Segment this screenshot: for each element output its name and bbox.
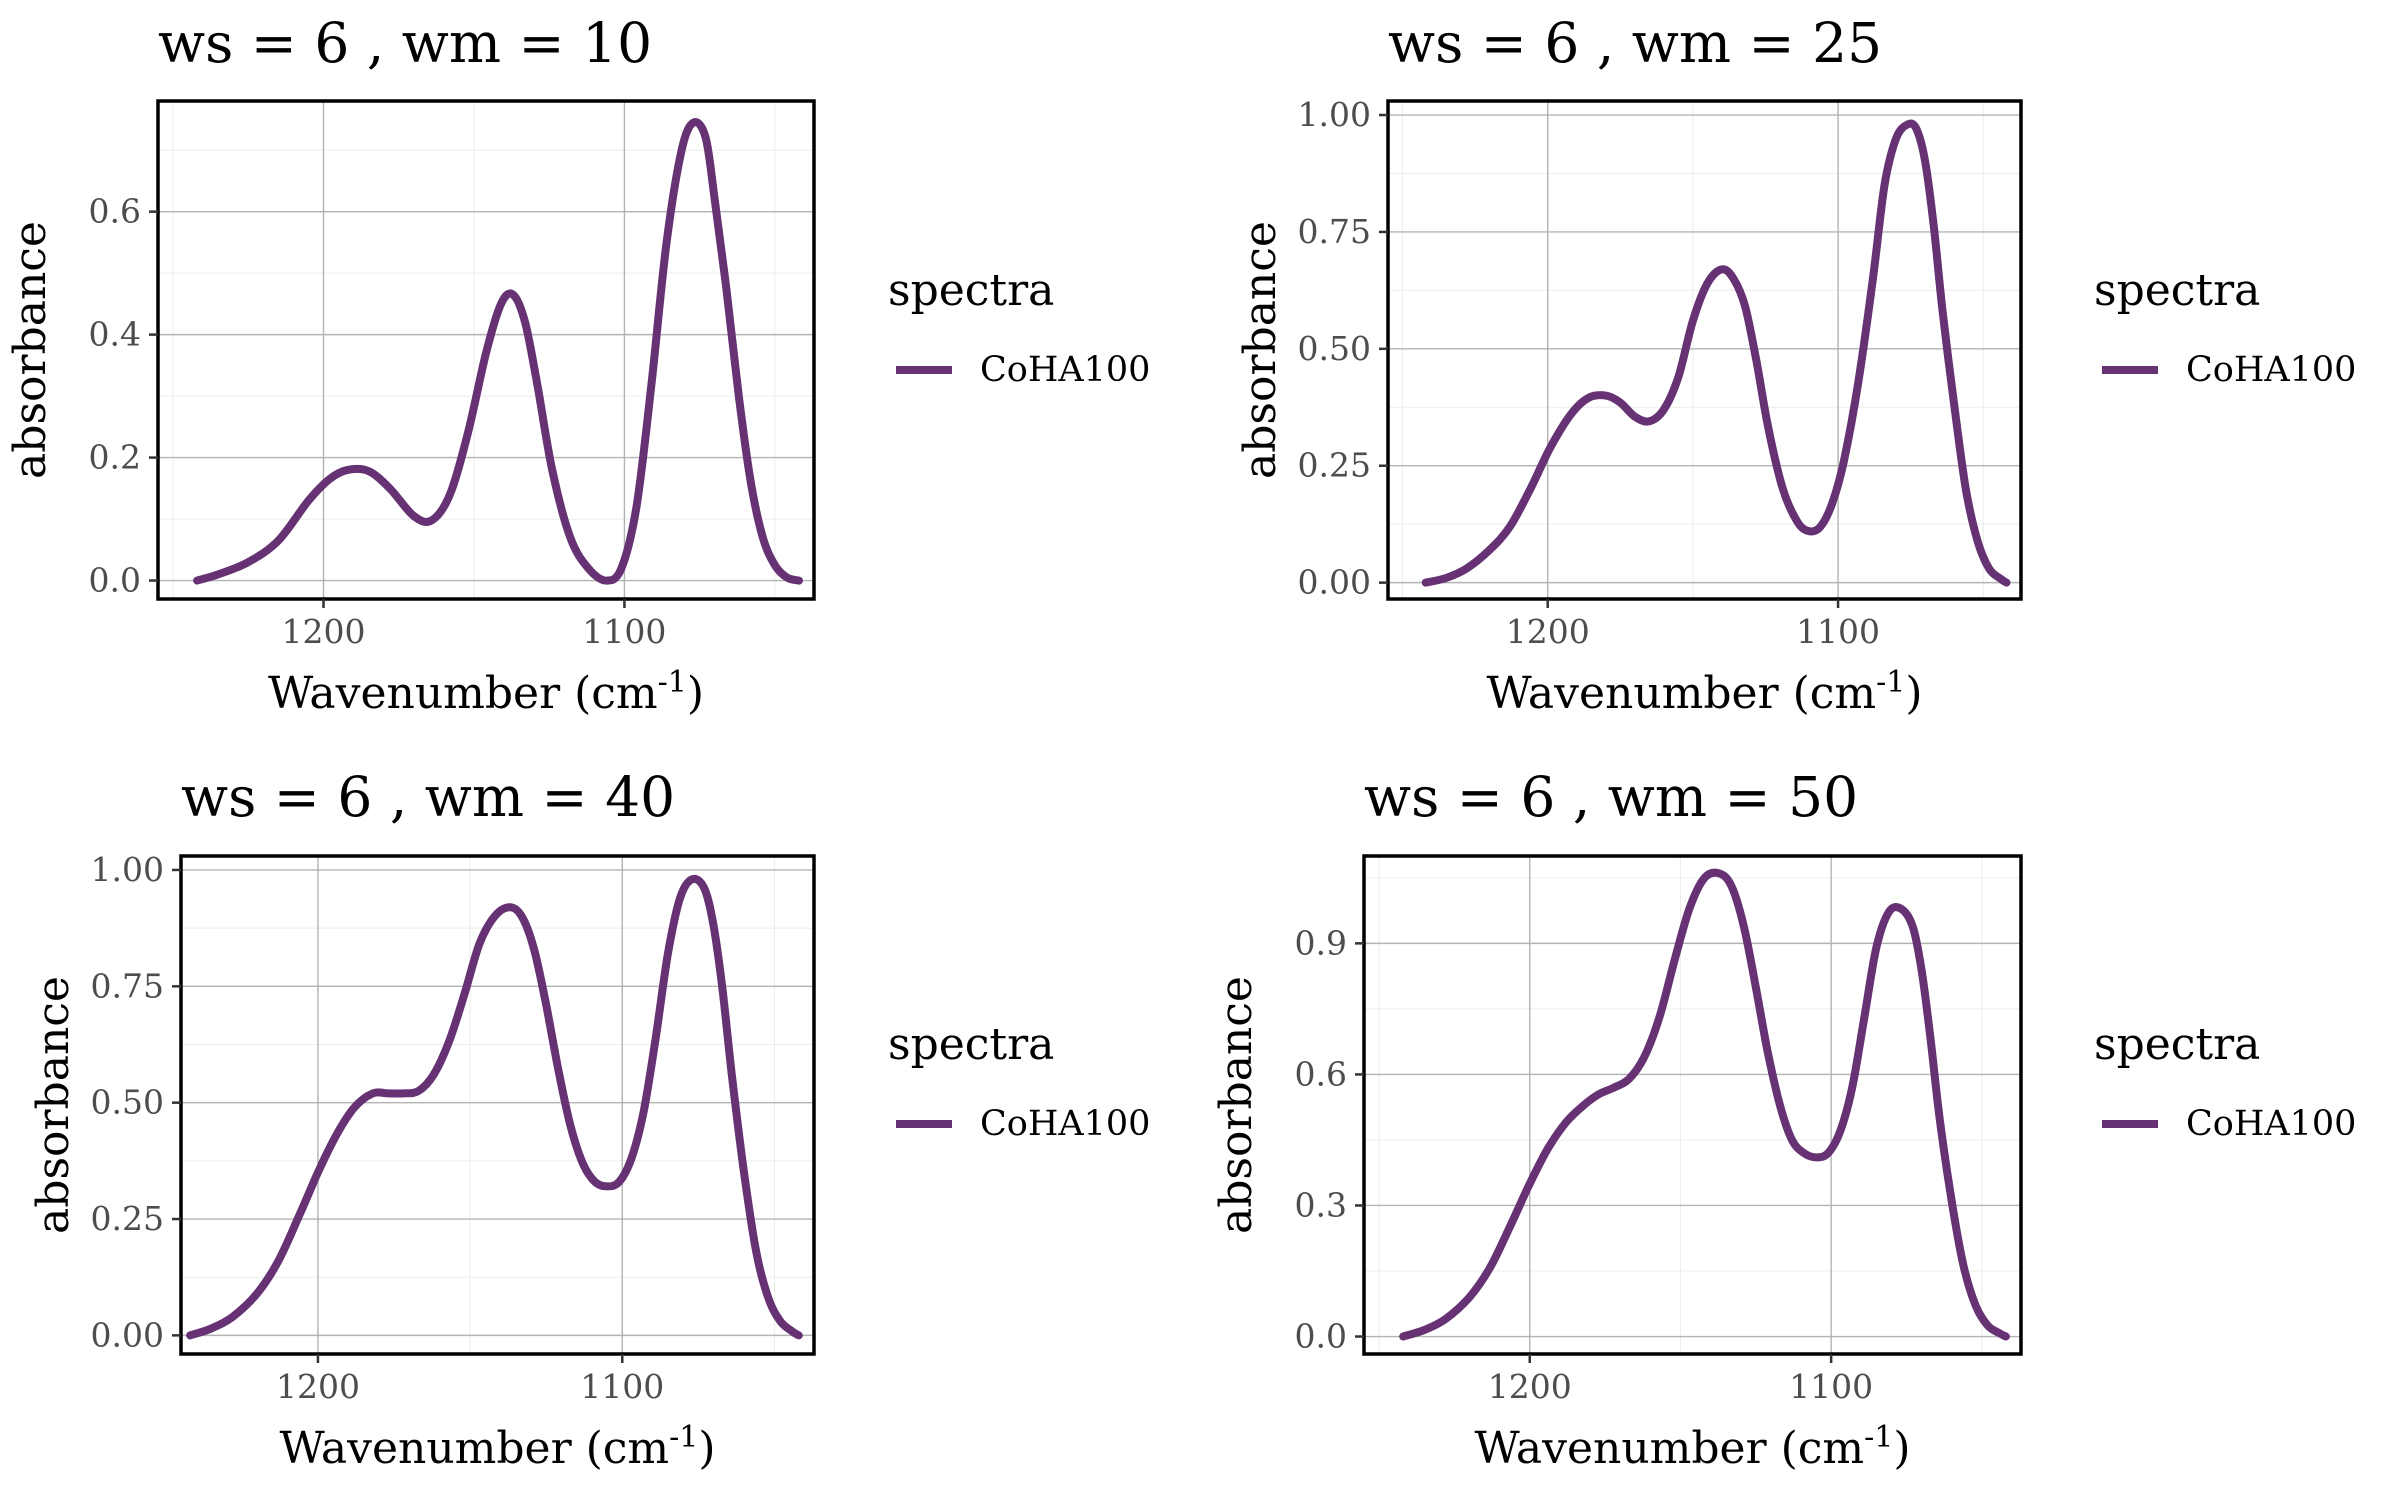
x-axis-title-superscript: -1 <box>658 665 687 700</box>
x-tick-label: 1200 <box>1506 612 1590 651</box>
y-tick-label: 0.25 <box>91 1199 164 1238</box>
legend-label: CoHA100 <box>2186 1104 2356 1144</box>
x-axis-title-text: Wavenumber (cm <box>1486 668 1876 719</box>
legend-title: spectra <box>888 265 1054 316</box>
x-axis-title-close: ) <box>687 668 704 719</box>
y-tick-label: 0.00 <box>91 1315 164 1354</box>
x-tick-label: 1200 <box>282 612 366 651</box>
x-axis-title: Wavenumber (cm-1) <box>268 665 704 719</box>
y-tick-label: 0.50 <box>1298 329 1371 368</box>
y-tick-label: 0.9 <box>1295 923 1347 962</box>
series-line-CoHA100 <box>186 874 803 1340</box>
x-axis-title: Wavenumber (cm-1) <box>1474 1420 1910 1474</box>
x-tick-label: 1200 <box>276 1367 360 1406</box>
plot-area <box>1388 101 2021 599</box>
x-axis-title: Wavenumber (cm-1) <box>279 1420 715 1474</box>
x-axis-title-close: ) <box>698 1423 715 1474</box>
x-tick-label: 1100 <box>1789 1367 1873 1406</box>
y-tick-label: 0.2 <box>89 438 141 477</box>
series-line-CoHA100 <box>193 118 803 585</box>
y-tick-label: 0.4 <box>89 315 141 354</box>
series-line-CoHA100 <box>1399 868 2010 1341</box>
y-tick-label: 0.3 <box>1295 1185 1347 1224</box>
legend-title: spectra <box>2094 1019 2260 1070</box>
legend-label: CoHA100 <box>2186 350 2356 390</box>
legend: spectra CoHA100 <box>888 1019 1150 1144</box>
chart-title: ws = 6 , wm = 10 <box>158 11 652 75</box>
legend: spectra CoHA100 <box>2094 265 2356 390</box>
y-tick-label: 1.00 <box>91 850 164 889</box>
x-axis-title-text: Wavenumber (cm <box>268 668 658 719</box>
panel-border <box>1362 854 2023 1356</box>
y-tick-label: 1.00 <box>1298 95 1371 134</box>
legend-label: CoHA100 <box>980 1104 1150 1144</box>
x-axis-title-superscript: -1 <box>1864 1420 1893 1455</box>
legend-label: CoHA100 <box>980 350 1150 390</box>
chart-title: ws = 6 , wm = 25 <box>1388 11 1882 75</box>
y-tick-label: 0.75 <box>91 966 164 1005</box>
plot-area <box>1364 856 2021 1354</box>
x-axis-title-text: Wavenumber (cm <box>279 1423 669 1474</box>
chart-panel-1: 1200 1100 0.0 0.2 0.4 0.6 ws = 6 , wm = 10 Wave… <box>5 11 1150 719</box>
y-tick-label: 0.25 <box>1298 446 1371 485</box>
chart-panel-2: 1200 1100 0.00 0.25 0.50 0.75 1.00 ws = 6 , wm … <box>1235 11 2356 719</box>
y-tick-label: 0.0 <box>89 561 141 600</box>
chart-panel-3: 1200 1100 0.00 0.25 0.50 0.75 1.00 ws = 6 , wm … <box>28 765 1150 1474</box>
legend-title: spectra <box>2094 265 2260 316</box>
x-axis-title-close: ) <box>1905 668 1922 719</box>
series-line-CoHA100 <box>1421 119 2011 587</box>
x-tick-label: 1100 <box>582 612 666 651</box>
panel-border <box>156 99 816 601</box>
x-axis-title-close: ) <box>1893 1423 1910 1474</box>
legend: spectra CoHA100 <box>888 265 1150 390</box>
y-tick-label: 0.0 <box>1295 1317 1347 1356</box>
chart-title: ws = 6 , wm = 50 <box>1364 765 1858 829</box>
y-tick-label: 0.6 <box>1295 1054 1347 1093</box>
x-axis-title-superscript: -1 <box>1876 665 1905 700</box>
chart-panel-4: 1200 1100 0.0 0.3 0.6 0.9 ws = 6 , wm = 50 Wave… <box>1211 765 2356 1474</box>
legend-title: spectra <box>888 1019 1054 1070</box>
plot-area <box>181 856 814 1354</box>
y-tick-label: 0.50 <box>91 1083 164 1122</box>
y-tick-label: 0.6 <box>89 192 141 231</box>
x-axis-title-superscript: -1 <box>669 1420 698 1455</box>
y-tick-label: 0.75 <box>1298 212 1371 251</box>
y-axis-title: absorbance <box>5 221 56 479</box>
x-tick-label: 1100 <box>1796 612 1880 651</box>
panel-border <box>179 854 816 1356</box>
legend: spectra CoHA100 <box>2094 1019 2356 1144</box>
y-axis-title: absorbance <box>28 976 79 1234</box>
y-axis-title: absorbance <box>1211 976 1262 1234</box>
y-axis-title: absorbance <box>1235 221 1286 479</box>
x-axis-title: Wavenumber (cm-1) <box>1486 665 1922 719</box>
y-tick-label: 0.00 <box>1298 563 1371 602</box>
chart-title: ws = 6 , wm = 40 <box>181 765 675 829</box>
x-axis-title-text: Wavenumber (cm <box>1474 1423 1864 1474</box>
x-tick-label: 1200 <box>1488 1367 1572 1406</box>
x-tick-label: 1100 <box>580 1367 664 1406</box>
